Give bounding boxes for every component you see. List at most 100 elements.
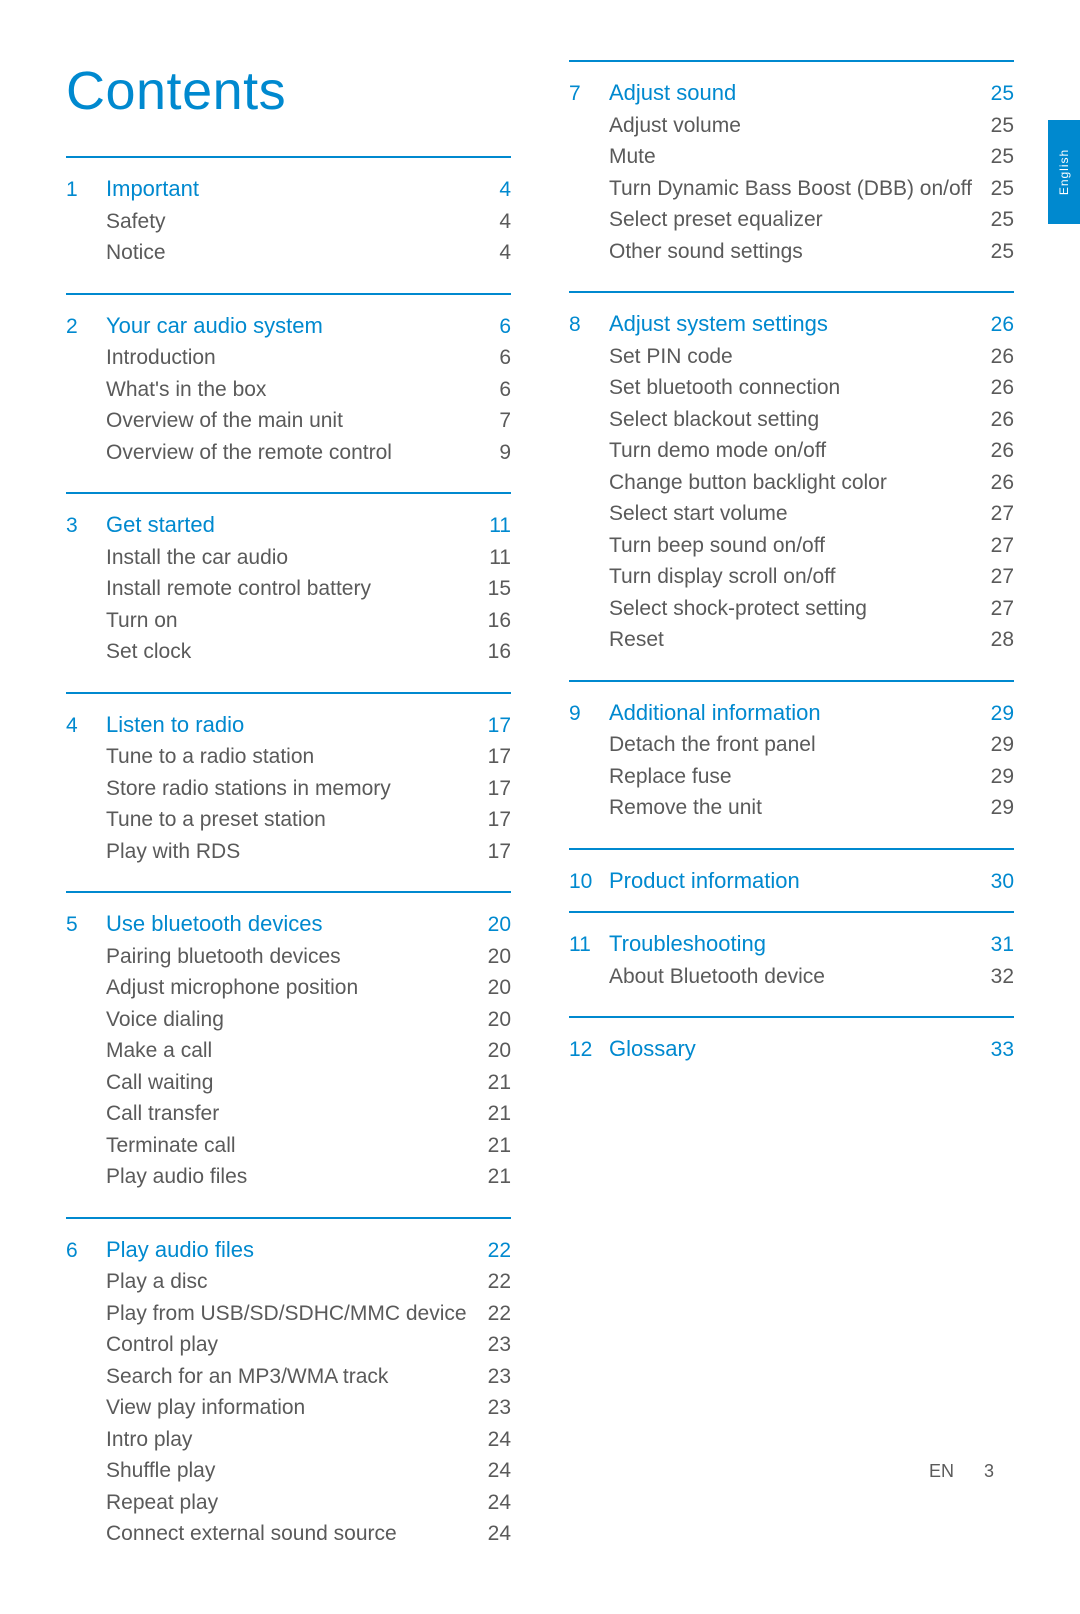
toc-section-head-row[interactable]: 3Get started11 — [66, 508, 511, 542]
toc-item-page: 29 — [976, 729, 1014, 761]
toc-item-row[interactable]: Remove the unit29 — [569, 792, 1014, 824]
toc-section-head-row[interactable]: 9Additional information29 — [569, 696, 1014, 730]
toc-item-row[interactable]: View play information23 — [66, 1392, 511, 1424]
toc-section-head-row[interactable]: 4Listen to radio17 — [66, 708, 511, 742]
toc-item-page: 6 — [473, 342, 511, 374]
toc-item-label: Replace fuse — [609, 761, 976, 793]
toc-item-row[interactable]: Overview of the main unit7 — [66, 405, 511, 437]
toc-item-row[interactable]: Overview of the remote control9 — [66, 437, 511, 469]
toc-section-head-row[interactable]: 1Important4 — [66, 172, 511, 206]
footer-lang: EN — [929, 1461, 954, 1482]
toc-section-page: 20 — [473, 909, 511, 941]
toc-item-label: Play audio files — [106, 1161, 473, 1193]
toc-item-label: Install the car audio — [106, 542, 473, 574]
toc-section-head-row[interactable]: 10Product information30 — [569, 864, 1014, 898]
toc-item-row[interactable]: Install the car audio11 — [66, 542, 511, 574]
toc-item-row[interactable]: Tune to a preset station17 — [66, 804, 511, 836]
toc-item-page: 21 — [473, 1067, 511, 1099]
toc-item-row[interactable]: Call transfer21 — [66, 1098, 511, 1130]
toc-item-row[interactable]: Other sound settings25 — [569, 236, 1014, 268]
toc-item-label: Intro play — [106, 1424, 473, 1456]
toc-item-label: Play with RDS — [106, 836, 473, 868]
toc-item-row[interactable]: Turn display scroll on/off27 — [569, 561, 1014, 593]
toc-item-page: 29 — [976, 761, 1014, 793]
toc-item-page: 23 — [473, 1329, 511, 1361]
toc-item-page: 29 — [976, 792, 1014, 824]
toc-item-row[interactable]: Select preset equalizer25 — [569, 204, 1014, 236]
toc-item-row[interactable]: Turn Dynamic Bass Boost (DBB) on/off25 — [569, 173, 1014, 205]
toc-item-row[interactable]: Detach the front panel29 — [569, 729, 1014, 761]
toc-item-row[interactable]: Adjust microphone position20 — [66, 972, 511, 1004]
toc-item-row[interactable]: Tune to a radio station17 — [66, 741, 511, 773]
toc-item-label: Call transfer — [106, 1098, 473, 1130]
toc-section-number: 1 — [66, 174, 106, 206]
toc-item-row[interactable]: Select start volume27 — [569, 498, 1014, 530]
toc-item-label: Set bluetooth connection — [609, 372, 976, 404]
toc-item-page: 32 — [976, 961, 1014, 993]
toc-item-page: 24 — [473, 1424, 511, 1456]
toc-item-label: Play a disc — [106, 1266, 473, 1298]
toc-section-number: 6 — [66, 1235, 106, 1267]
toc-item-row[interactable]: Install remote control battery15 — [66, 573, 511, 605]
toc-item-label: What's in the box — [106, 374, 473, 406]
toc-section-page: 31 — [976, 929, 1014, 961]
toc-item-label: Tune to a preset station — [106, 804, 473, 836]
toc-item-row[interactable]: Change button backlight color26 — [569, 467, 1014, 499]
toc-item-row[interactable]: Turn beep sound on/off27 — [569, 530, 1014, 562]
toc-item-row[interactable]: Select shock-protect setting27 — [569, 593, 1014, 625]
toc-item-row[interactable]: Shuffle play24 — [66, 1455, 511, 1487]
toc-item-row[interactable]: About Bluetooth device32 — [569, 961, 1014, 993]
toc-item-row[interactable]: Set bluetooth connection26 — [569, 372, 1014, 404]
toc-item-row[interactable]: Adjust volume25 — [569, 110, 1014, 142]
toc-item-row[interactable]: Play with RDS17 — [66, 836, 511, 868]
toc-item-row[interactable]: Call waiting21 — [66, 1067, 511, 1099]
toc-item-row[interactable]: Store radio stations in memory17 — [66, 773, 511, 805]
toc-item-row[interactable]: Notice4 — [66, 237, 511, 269]
toc-section-head-row[interactable]: 6Play audio files22 — [66, 1233, 511, 1267]
toc-item-row[interactable]: Turn demo mode on/off26 — [569, 435, 1014, 467]
toc-section-title: Additional information — [609, 696, 976, 729]
toc-item-row[interactable]: Set clock16 — [66, 636, 511, 668]
toc-section: 1Important4Safety4Notice4 — [66, 156, 511, 293]
toc-section-head-row[interactable]: 11Troubleshooting31 — [569, 927, 1014, 961]
toc-item-row[interactable]: Repeat play24 — [66, 1487, 511, 1519]
toc-section-title: Use bluetooth devices — [106, 907, 473, 940]
toc-item-row[interactable]: Voice dialing20 — [66, 1004, 511, 1036]
toc-item-row[interactable]: Turn on16 — [66, 605, 511, 637]
toc-item-row[interactable]: Pairing bluetooth devices20 — [66, 941, 511, 973]
toc-item-page: 15 — [473, 573, 511, 605]
toc-item-row[interactable]: Select blackout setting26 — [569, 404, 1014, 436]
toc-item-row[interactable]: What's in the box6 — [66, 374, 511, 406]
toc-section-head-row[interactable]: 7Adjust sound25 — [569, 76, 1014, 110]
toc-item-row[interactable]: Safety4 — [66, 206, 511, 238]
toc-section: 10Product information30 — [569, 848, 1014, 912]
toc-item-row[interactable]: Mute25 — [569, 141, 1014, 173]
toc-section-head-row[interactable]: 2Your car audio system6 — [66, 309, 511, 343]
toc-section-head-row[interactable]: 5Use bluetooth devices20 — [66, 907, 511, 941]
toc-item-row[interactable]: Make a call20 — [66, 1035, 511, 1067]
toc-item-label: Select start volume — [609, 498, 976, 530]
toc-item-row[interactable]: Control play23 — [66, 1329, 511, 1361]
toc-item-row[interactable]: Play a disc22 — [66, 1266, 511, 1298]
toc-section-head-row[interactable]: 8Adjust system settings26 — [569, 307, 1014, 341]
toc-item-row[interactable]: Play audio files21 — [66, 1161, 511, 1193]
toc-item-label: Mute — [609, 141, 976, 173]
toc-item-row[interactable]: Intro play24 — [66, 1424, 511, 1456]
toc-item-page: 24 — [473, 1455, 511, 1487]
toc-item-row[interactable]: Reset28 — [569, 624, 1014, 656]
toc-section-title: Adjust system settings — [609, 307, 976, 340]
toc-item-label: Select shock-protect setting — [609, 593, 976, 625]
toc-item-label: Overview of the main unit — [106, 405, 473, 437]
toc-section-number: 12 — [569, 1034, 609, 1066]
toc-item-row[interactable]: Introduction6 — [66, 342, 511, 374]
toc-item-row[interactable]: Terminate call21 — [66, 1130, 511, 1162]
toc-item-page: 20 — [473, 1004, 511, 1036]
toc-item-label: Set clock — [106, 636, 473, 668]
toc-item-row[interactable]: Play from USB/SD/SDHC/MMC device22 — [66, 1298, 511, 1330]
toc-section-number: 2 — [66, 311, 106, 343]
toc-item-row[interactable]: Search for an MP3/WMA track23 — [66, 1361, 511, 1393]
toc-section-head-row[interactable]: 12Glossary33 — [569, 1032, 1014, 1066]
toc-item-row[interactable]: Connect external sound source24 — [66, 1518, 511, 1550]
toc-item-row[interactable]: Set PIN code26 — [569, 341, 1014, 373]
toc-item-row[interactable]: Replace fuse29 — [569, 761, 1014, 793]
